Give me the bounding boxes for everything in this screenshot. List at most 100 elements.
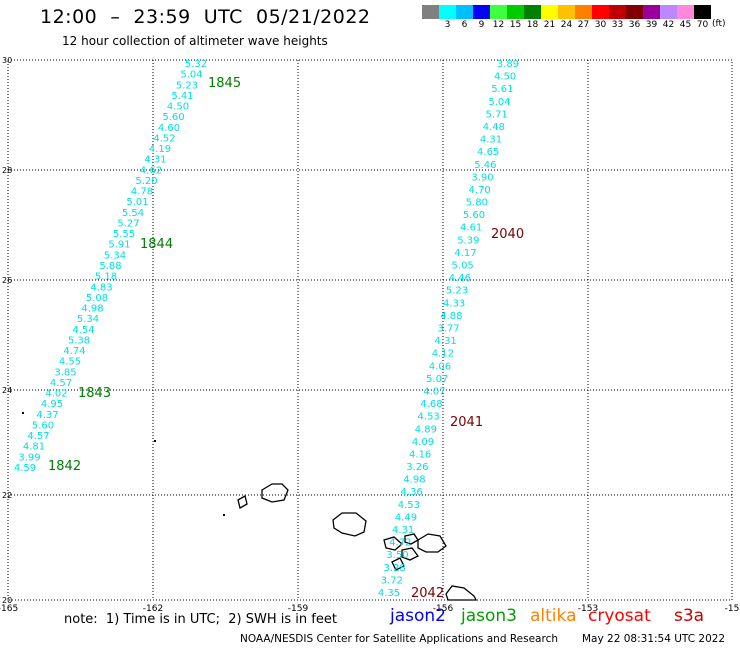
wave-height-label: 4.31 xyxy=(392,525,414,536)
wave-height-label: 5.80 xyxy=(466,198,488,209)
wave-height-label: 3.89 xyxy=(497,59,519,70)
footer-timestamp: May 22 08:31:54 UTC 2022 xyxy=(582,633,726,645)
legend-label: 39 xyxy=(645,20,658,30)
latitude-label: 26 xyxy=(2,276,12,285)
wave-height-label: 5.04 xyxy=(488,97,510,108)
wave-height-label: 4.89 xyxy=(415,424,437,435)
latitude-label: 22 xyxy=(2,491,12,500)
wave-height-label: 5.55 xyxy=(113,229,135,240)
legend-swatch xyxy=(456,5,473,19)
wave-height-label: 5.38 xyxy=(68,335,90,346)
legend-swatch xyxy=(422,5,439,19)
wave-height-label: 5.60 xyxy=(162,112,184,123)
legend-swatch xyxy=(694,5,711,19)
legend-label: 6 xyxy=(461,20,468,30)
legend-labels: 3 6 9 12 15 18 21 24 27 30 33 36 39 42 45 70 xyxy=(422,19,711,31)
wave-height-label: 5.88 xyxy=(99,261,121,272)
wave-height-label: 4.54 xyxy=(72,325,94,336)
island-dot xyxy=(223,514,225,516)
wave-height-label: 5.04 xyxy=(180,70,202,81)
wave-height-label: 5.61 xyxy=(491,84,513,95)
legend-label: 42 xyxy=(662,20,675,30)
footer-credit: NOAA/NESDIS Center for Satellite Applica… xyxy=(240,633,558,645)
wave-height-label: 4.98 xyxy=(403,475,425,486)
wave-height-label: 4.50 xyxy=(494,72,516,83)
island-outline xyxy=(401,547,419,561)
wave-height-label: 5.71 xyxy=(486,109,508,120)
wave-height-label: 4.35 xyxy=(378,588,400,599)
latitude-label: 20 xyxy=(2,596,12,605)
wave-height-label: 4.48 xyxy=(483,122,505,133)
wave-height-label: 3.90 xyxy=(471,172,493,183)
legend-swatch xyxy=(558,5,575,19)
legend-swatch xyxy=(490,5,507,19)
wave-height-label: 4.78 xyxy=(131,187,153,198)
legend-label: 12 xyxy=(492,20,505,30)
island-outline xyxy=(404,533,419,545)
latitude-label: 30 xyxy=(2,56,12,65)
wave-height-label: 5.08 xyxy=(86,293,108,304)
legend-label: 21 xyxy=(543,20,556,30)
island-outline xyxy=(417,533,447,553)
wave-height-label: 4.72 xyxy=(389,538,411,549)
wave-height-label: 4.46 xyxy=(449,273,471,284)
wave-height-label: 5.27 xyxy=(117,218,139,229)
legend-swatch xyxy=(439,5,456,19)
page-subtitle: 12 hour collection of altimeter wave hei… xyxy=(62,34,328,48)
wave-height-label: 4.81 xyxy=(23,442,45,453)
wave-height-label: 4.57 xyxy=(27,431,49,442)
legend-swatch xyxy=(592,5,609,19)
legend-swatch xyxy=(677,5,694,19)
legend-swatch xyxy=(524,5,541,19)
wave-height-label: 5.39 xyxy=(457,235,479,246)
wave-height-label: 5.34 xyxy=(77,314,99,325)
longitude-label: -15 xyxy=(725,604,740,614)
wave-height-label: 4.74 xyxy=(63,346,85,357)
wave-height-label: 4.12 xyxy=(432,349,454,360)
map-frame xyxy=(7,59,733,601)
wave-height-label: 5.34 xyxy=(104,250,126,261)
satellite-cryosat: cryosat xyxy=(588,606,651,626)
pass-time-label: 2040 xyxy=(491,227,524,242)
wave-height-label: 5.46 xyxy=(474,160,496,171)
wave-height-label: 4.33 xyxy=(443,298,465,309)
legend-label: 33 xyxy=(611,20,624,30)
latitude-label: 28 xyxy=(2,166,12,175)
legend-unit: (ft) xyxy=(712,19,726,29)
wave-height-label: 4.65 xyxy=(477,147,499,158)
island-outline xyxy=(445,585,478,601)
island-outline xyxy=(391,557,405,571)
wave-height-label: 4.70 xyxy=(469,185,491,196)
satellite-jason2: jason2 xyxy=(390,606,446,626)
legend-swatches xyxy=(422,5,711,19)
wave-height-label: 4.31 xyxy=(144,155,166,166)
wave-height-label: 4.95 xyxy=(41,399,63,410)
legend-swatch xyxy=(609,5,626,19)
island-outline xyxy=(332,512,367,537)
wave-height-label: 4.55 xyxy=(59,357,81,368)
legend-label: 3 xyxy=(444,20,451,30)
satellite-altika: altika xyxy=(530,606,577,626)
pass-time-label: 2041 xyxy=(450,415,483,430)
wave-height-label: 5.23 xyxy=(176,80,198,91)
legend-swatch xyxy=(643,5,660,19)
legend-swatch xyxy=(626,5,643,19)
island-dot xyxy=(22,412,24,414)
wave-height-label: 4.60 xyxy=(158,123,180,134)
legend-label: 27 xyxy=(577,20,590,30)
legend-label: 70 xyxy=(696,20,709,30)
legend-label: 45 xyxy=(679,20,692,30)
wave-height-label: 5.18 xyxy=(95,272,117,283)
wave-height-label: 4.09 xyxy=(412,437,434,448)
legend-label: 24 xyxy=(560,20,573,30)
wave-height-label: 4.61 xyxy=(460,223,482,234)
legend-spacer xyxy=(422,19,439,31)
wave-height-label: 3.26 xyxy=(406,462,428,473)
legend-label: 30 xyxy=(594,20,607,30)
wave-height-label: 4.98 xyxy=(81,304,103,315)
pass-time-label: 2042 xyxy=(411,586,444,601)
wave-height-label: 5.01 xyxy=(126,197,148,208)
wave-height-label: 4.83 xyxy=(90,282,112,293)
wave-height-label: 4.16 xyxy=(409,449,431,460)
